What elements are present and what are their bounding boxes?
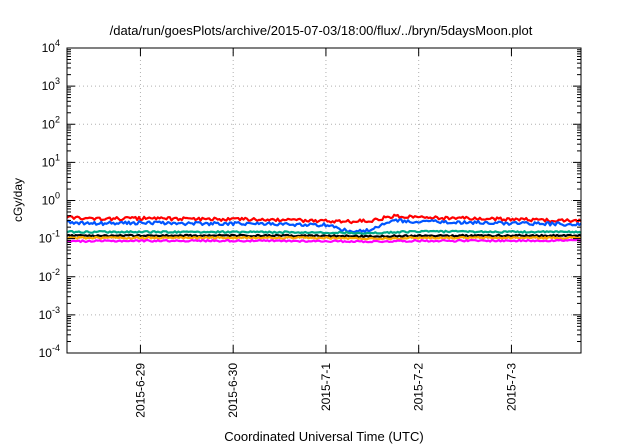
y-axis-label: cGy/day: [11, 178, 25, 222]
series-line-2: [66, 218, 582, 234]
x-tick-label: 2015-6-30: [226, 363, 240, 418]
series-line-5: [66, 235, 581, 241]
x-tick-label: 2015-7-1: [319, 363, 333, 411]
x-tick-label: 2015-6-29: [133, 363, 147, 418]
x-axis-label: Coordinated Universal Time (UTC): [224, 429, 423, 444]
x-axis: 2015-6-29 2015-6-30 2015-7-1 2015-7-2 2015-7…: [133, 48, 518, 418]
x-tick-label: 2015-7-3: [504, 363, 518, 411]
data-series: [66, 213, 582, 244]
chart-title: /data/run/goesPlots/archive/2015-07-03/1…: [110, 23, 533, 38]
series-line-3: [66, 229, 582, 235]
x-tick-label: 2015-7-2: [412, 363, 426, 411]
series-line-1: [66, 213, 582, 225]
series-line-6: [66, 238, 582, 244]
